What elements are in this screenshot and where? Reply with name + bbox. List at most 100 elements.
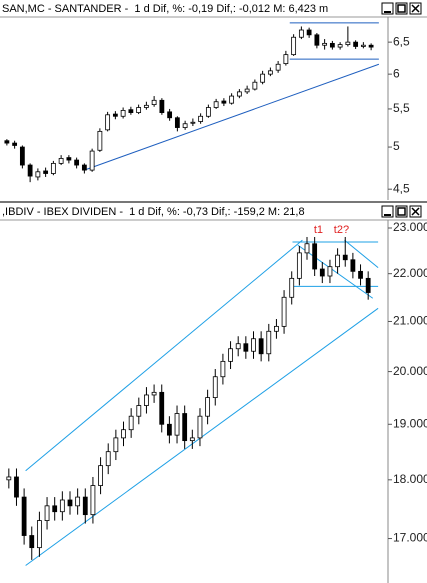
candle-body bbox=[228, 348, 233, 362]
y-tick-label: 6,5 bbox=[393, 34, 410, 48]
candle-body bbox=[52, 505, 58, 513]
candle-body bbox=[350, 259, 356, 272]
candle-body bbox=[322, 42, 328, 46]
y-tick-label: 6 bbox=[393, 66, 400, 80]
maximize-button[interactable] bbox=[395, 205, 408, 218]
chart-title: SAN,MC - SANTANDER - 1 d Dif, %: -0,19 D… bbox=[2, 3, 328, 15]
candle-body bbox=[166, 423, 172, 436]
minimize-button[interactable] bbox=[381, 2, 394, 15]
candle-body bbox=[167, 111, 173, 119]
candle-body bbox=[98, 465, 103, 486]
candle-body bbox=[260, 73, 266, 83]
maximize-button[interactable] bbox=[395, 2, 408, 15]
candle-body bbox=[251, 338, 256, 352]
candle-body bbox=[59, 499, 65, 513]
candle-body bbox=[306, 29, 312, 36]
candle-body bbox=[21, 496, 27, 536]
candle-body bbox=[97, 130, 103, 151]
candle-body bbox=[67, 499, 73, 507]
candle-body bbox=[244, 88, 250, 93]
candle-body bbox=[89, 150, 95, 171]
candle-body bbox=[144, 394, 149, 406]
candle-body bbox=[342, 254, 348, 261]
candle-body bbox=[151, 391, 157, 396]
candle-body bbox=[205, 107, 211, 117]
candle-body bbox=[75, 496, 81, 507]
candle-body bbox=[335, 254, 340, 268]
candle-body bbox=[189, 437, 195, 442]
y-tick-label: 22.000 bbox=[393, 266, 427, 280]
candle-body bbox=[159, 99, 165, 113]
candle-body bbox=[229, 95, 235, 104]
candle-body bbox=[14, 476, 19, 498]
candle-body bbox=[267, 70, 273, 75]
candle-body bbox=[243, 343, 249, 352]
candle-body bbox=[136, 405, 142, 417]
candle-body bbox=[105, 451, 111, 467]
candle-body bbox=[281, 296, 287, 327]
candle-body bbox=[252, 81, 258, 90]
candle-body bbox=[319, 268, 325, 277]
trendline bbox=[25, 239, 303, 472]
candle-body bbox=[120, 110, 126, 117]
candle-body bbox=[43, 170, 49, 174]
candle-body bbox=[205, 397, 211, 417]
candle-body bbox=[12, 142, 18, 146]
candle-body bbox=[136, 107, 142, 113]
maximize-glyph bbox=[397, 4, 406, 13]
chart-title: ,IBDIV - IBEX DIVIDEN - 1 d Dif, %: -0,7… bbox=[2, 206, 305, 218]
candle-body bbox=[235, 343, 241, 350]
candle-body bbox=[112, 113, 118, 117]
candle-body bbox=[19, 146, 25, 166]
candle-body bbox=[345, 41, 351, 46]
candle-body bbox=[289, 277, 295, 298]
y-tick-label: 18.000 bbox=[393, 472, 427, 486]
candle-body bbox=[337, 44, 343, 48]
candle-body bbox=[212, 376, 218, 398]
candle-body bbox=[58, 158, 64, 164]
candle-body bbox=[298, 29, 304, 38]
candle-body bbox=[213, 101, 219, 108]
candle-body bbox=[74, 159, 80, 166]
candle-body bbox=[220, 360, 226, 378]
candle-body bbox=[90, 485, 96, 516]
candle-body bbox=[81, 164, 87, 171]
y-tick-label: 21.000 bbox=[393, 314, 427, 328]
candle-body bbox=[327, 266, 333, 277]
candle-body bbox=[182, 123, 188, 128]
minimize-button[interactable] bbox=[381, 205, 394, 218]
candle-body bbox=[291, 36, 297, 56]
maximize-glyph bbox=[397, 207, 406, 216]
candle-body bbox=[304, 243, 310, 254]
y-tick-label: 23.000 bbox=[393, 220, 427, 234]
candle-body bbox=[182, 413, 188, 442]
candle-body bbox=[143, 104, 149, 108]
candle-body bbox=[274, 325, 279, 332]
trendline bbox=[297, 244, 374, 299]
y-tick-label: 19.000 bbox=[393, 416, 427, 430]
candle-body bbox=[221, 100, 227, 104]
candle-body bbox=[275, 63, 281, 71]
candle-body bbox=[6, 476, 12, 481]
y-tick-label: 4,5 bbox=[393, 181, 410, 195]
y-tick-label: 20.000 bbox=[393, 364, 427, 378]
candle-body bbox=[82, 496, 88, 516]
y-tick-label: 5,5 bbox=[393, 101, 410, 115]
candle-body bbox=[258, 338, 264, 355]
candle-body bbox=[4, 140, 10, 144]
candle-body bbox=[50, 162, 56, 174]
candle-body bbox=[358, 270, 363, 279]
candle-body bbox=[329, 42, 335, 48]
header-bar bbox=[0, 203, 427, 220]
candle-body bbox=[105, 114, 111, 131]
trendline bbox=[344, 239, 379, 269]
candle-body bbox=[174, 117, 180, 128]
candle-body bbox=[296, 252, 302, 279]
candle-body bbox=[236, 91, 242, 97]
close-glyph bbox=[411, 207, 420, 216]
candle-body bbox=[283, 54, 289, 65]
close-glyph bbox=[411, 4, 420, 13]
